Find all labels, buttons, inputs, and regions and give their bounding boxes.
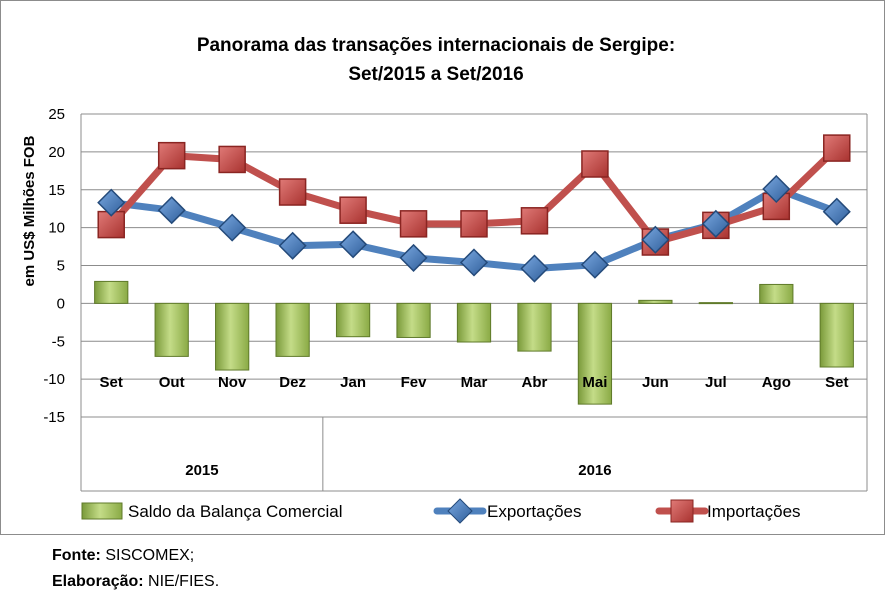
x-tick-label: Jun xyxy=(642,374,669,391)
point-importacoes xyxy=(339,196,367,224)
point-exportacoes xyxy=(580,250,609,279)
x-tick-label: Mai xyxy=(582,374,607,391)
y-tick-label: 5 xyxy=(57,258,65,275)
point-exportacoes xyxy=(641,225,670,254)
y-tick-label: 25 xyxy=(48,106,65,123)
x-tick-label: Jan xyxy=(340,374,366,391)
x-tick-label: Jul xyxy=(705,374,727,391)
bar-saldo xyxy=(275,302,310,357)
bar-saldo xyxy=(638,299,673,304)
point-exportacoes xyxy=(762,174,791,204)
point-exportacoes xyxy=(520,254,549,283)
y-tick-label: 10 xyxy=(48,220,65,237)
point-importacoes xyxy=(218,145,246,174)
x-tick-label: Set xyxy=(100,374,123,391)
grid-layer xyxy=(80,113,868,492)
point-importacoes xyxy=(157,141,186,170)
x-tick-label: Set xyxy=(825,374,848,391)
point-exportacoes xyxy=(459,248,489,277)
source-value: SISCOMEX; xyxy=(105,547,195,564)
elaboration-line: Elaboração: NIE/FIES. xyxy=(52,569,219,595)
year-label: 2016 xyxy=(578,462,611,479)
elaboration-value: NIE/FIES. xyxy=(148,573,220,590)
y-tick-label: -5 xyxy=(52,333,65,350)
point-exportacoes xyxy=(822,197,851,226)
point-importacoes xyxy=(581,150,609,178)
y-tick-label: 20 xyxy=(48,144,65,161)
chart-canvas: Panorama das transações internacionais d… xyxy=(21,35,868,524)
bar-saldo xyxy=(335,302,371,338)
x-tick-label: Nov xyxy=(218,374,247,391)
line-layer xyxy=(97,134,851,283)
elaboration-label: Elaboração: xyxy=(52,573,144,590)
footer: Fonte: SISCOMEX; Elaboração: NIE/FIES. xyxy=(52,543,219,595)
legend-label-saldo: Saldo da Balança Comercial xyxy=(128,502,343,521)
point-exportacoes xyxy=(339,230,368,259)
x-tick-label: Mar xyxy=(461,374,488,391)
y-tick-label: -10 xyxy=(43,371,65,388)
y-tick-label: -15 xyxy=(43,409,65,426)
point-importacoes xyxy=(399,210,428,238)
point-exportacoes xyxy=(218,213,247,242)
point-importacoes xyxy=(460,210,488,238)
bar-saldo xyxy=(819,302,854,368)
bar-saldo xyxy=(215,302,250,371)
source-line: Fonte: SISCOMEX; xyxy=(52,543,219,569)
legend-marker-importacoes xyxy=(670,499,694,523)
bar-saldo xyxy=(154,302,189,357)
legend-label-importacoes: Importações xyxy=(707,502,801,521)
point-exportacoes xyxy=(701,209,730,238)
point-importacoes xyxy=(520,207,549,235)
bar-layer xyxy=(94,280,854,405)
x-tick-label: Out xyxy=(159,374,185,391)
legend-label-exportacoes: Exportações xyxy=(487,502,582,521)
point-importacoes xyxy=(823,134,851,162)
bar-saldo xyxy=(94,280,129,304)
bar-saldo xyxy=(396,302,431,338)
bar-saldo xyxy=(517,302,552,352)
x-tick-label: Dez xyxy=(279,374,306,391)
chart-frame: Panorama das transações internacionais d… xyxy=(0,0,885,535)
y-tick-label: 0 xyxy=(57,295,65,312)
point-exportacoes xyxy=(157,196,186,225)
source-label: Fonte: xyxy=(52,547,101,564)
y-axis-label: em US$ Milhões FOB xyxy=(21,135,38,286)
point-exportacoes xyxy=(97,188,126,217)
bar-saldo xyxy=(577,302,613,405)
legend-marker-exportacoes xyxy=(447,498,473,524)
chart-subtitle: Set/2015 a Set/2016 xyxy=(348,64,523,85)
y-tick-label: 15 xyxy=(48,182,65,199)
bar-saldo xyxy=(698,302,733,305)
year-label: 2015 xyxy=(185,462,218,479)
point-exportacoes xyxy=(399,243,428,272)
x-tick-label: Abr xyxy=(522,374,548,391)
bar-saldo xyxy=(456,302,492,343)
chart-title: Panorama das transações internacionais d… xyxy=(197,35,675,56)
bar-saldo xyxy=(759,283,794,304)
x-tick-label: Ago xyxy=(762,374,791,391)
legend-swatch-saldo xyxy=(81,502,123,520)
legend: Saldo da Balança Comercial Exportações Imp… xyxy=(81,498,801,524)
point-importacoes xyxy=(278,178,307,206)
point-exportacoes xyxy=(278,231,307,260)
x-tick-label: Fev xyxy=(401,374,428,391)
